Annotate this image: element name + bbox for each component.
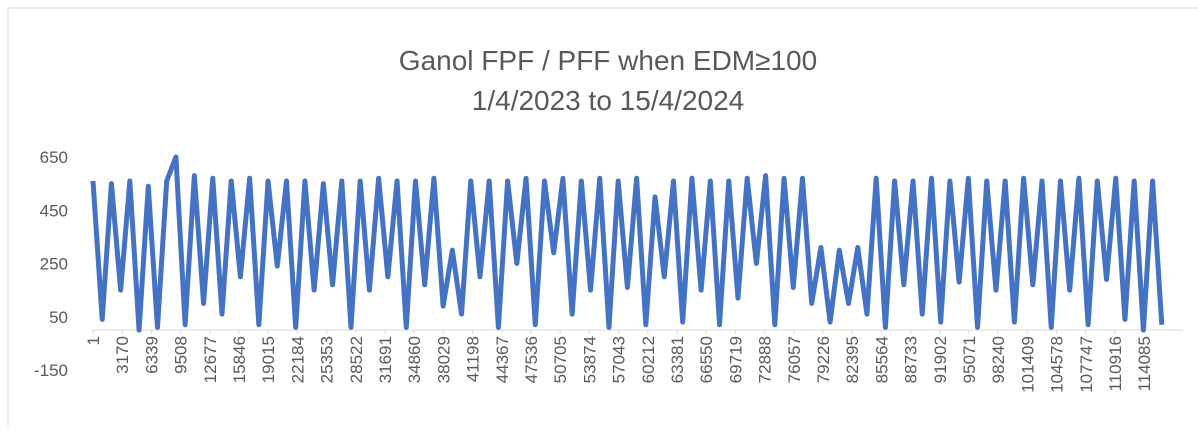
y-tick-label: 250 [40, 255, 68, 274]
x-tick-label: 95071 [960, 336, 979, 383]
x-tick-label: 9508 [172, 336, 191, 374]
x-tick-label: 114085 [1135, 336, 1154, 391]
x-tick-label: 85564 [872, 336, 891, 383]
data-line [90, 154, 1165, 333]
y-tick-label: 450 [40, 201, 68, 220]
y-tick-label: -150 [34, 361, 68, 380]
x-tick-label: 1 [84, 336, 103, 345]
x-tick-label: 53874 [580, 336, 599, 383]
x-tick-label: 79226 [814, 336, 833, 383]
x-tick-label: 91902 [931, 336, 950, 383]
x-tick-label: 12677 [201, 336, 220, 383]
y-tick-label: 50 [49, 308, 68, 327]
x-tick-label: 88733 [902, 336, 921, 383]
x-tick-label: 69719 [726, 336, 745, 383]
x-tick-label: 104578 [1048, 336, 1067, 393]
x-tick-label: 63381 [668, 336, 687, 383]
x-tick-label: 101409 [1018, 336, 1037, 393]
chart-subtitle: 1/4/2023 to 15/4/2024 [472, 85, 744, 116]
x-tick-label: 31691 [376, 336, 395, 383]
x-tick-label: 3170 [113, 336, 132, 374]
x-tick-label: 50705 [551, 336, 570, 383]
x-tick-label: 25353 [318, 336, 337, 383]
x-tick-label: 47536 [522, 336, 541, 383]
x-tick-label: 22184 [288, 336, 307, 383]
x-tick-label: 44367 [493, 336, 512, 383]
x-tick-label: 72888 [756, 336, 775, 383]
x-tick-label: 34860 [405, 336, 424, 383]
x-tick-label: 60212 [639, 336, 658, 383]
x-tick-label: 76057 [785, 336, 804, 383]
x-tick-label: 107747 [1077, 336, 1096, 393]
x-tick-label: 28522 [347, 336, 366, 383]
x-tick-label: 19015 [259, 336, 278, 383]
x-tick-label: 110916 [1106, 336, 1125, 391]
y-tick-label: 650 [40, 148, 68, 167]
x-tick-label: 82395 [843, 336, 862, 383]
x-tick-label: 66550 [697, 336, 716, 383]
x-tick-label: 15846 [230, 336, 249, 383]
x-tick-label: 38029 [434, 336, 453, 383]
x-tick-label: 6339 [142, 336, 161, 374]
chart-title: Ganol FPF / PFF when EDM≥100 [399, 45, 817, 76]
x-tick-label: 41198 [464, 336, 483, 382]
x-tick-label: 57043 [610, 336, 629, 383]
x-tick-label: 98240 [989, 336, 1008, 383]
